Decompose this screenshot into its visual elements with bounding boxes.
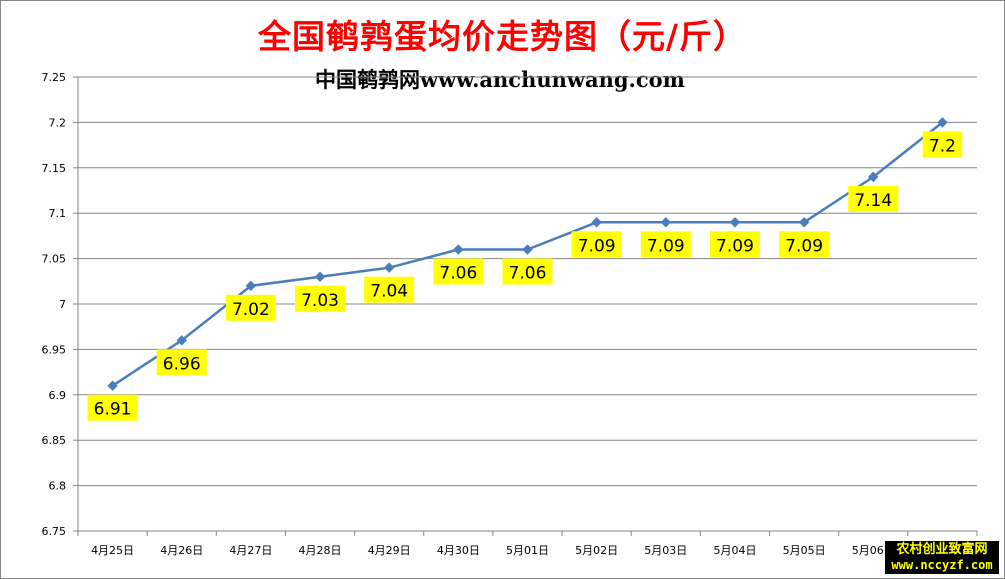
watermark-text: 农村创业致富网 (896, 542, 988, 557)
data-label: 6.91 (87, 394, 138, 421)
data-point (107, 380, 118, 391)
data-label: 7.09 (571, 231, 622, 258)
data-label: 7.09 (640, 231, 691, 258)
watermark: 农村创业致富网 www.nccyzf.com (885, 541, 999, 574)
data-label-text: 7.04 (370, 282, 408, 302)
data-label-box (156, 349, 207, 376)
y-tick-label: 7.2 (49, 116, 67, 129)
data-label-text: 6.91 (94, 400, 132, 420)
data-label: 7.09 (779, 231, 830, 258)
data-point (522, 244, 533, 255)
data-label-text: 7.2 (929, 136, 956, 156)
data-label-text: 7.14 (854, 191, 892, 211)
data-label-box (87, 394, 138, 421)
data-point (660, 217, 672, 228)
data-label: 7.02 (225, 294, 276, 321)
y-tick-label: 7.15 (42, 162, 67, 175)
data-label: 7.06 (502, 258, 553, 285)
data-label-box (571, 231, 622, 258)
data-point (798, 217, 810, 228)
data-label-text: 6.96 (163, 354, 201, 374)
axes: 6.75 6.8 6.85 6.9 6.95 7 7.05 7.1 7.15 7.2 7.25 4月2… (42, 71, 978, 557)
data-point (245, 280, 257, 292)
data-label-box (709, 231, 760, 258)
data-label: 6.96 (156, 349, 207, 376)
data-point (591, 217, 602, 228)
x-tick-label: 5月04日 (713, 544, 756, 557)
x-tick-label: 4月26日 (160, 544, 203, 557)
data-label-box (433, 258, 484, 285)
y-tick-label: 7.25 (42, 71, 67, 84)
data-label-text: 7.09 (716, 236, 754, 256)
data-label-box (225, 294, 276, 321)
data-label-text: 7.02 (232, 300, 270, 320)
data-label-box (640, 231, 691, 258)
data-label: 7.14 (848, 185, 899, 212)
data-point (937, 117, 948, 128)
data-point (453, 244, 464, 255)
data-point (314, 271, 326, 282)
x-tick-label: 4月25日 (91, 544, 134, 557)
x-tick-label: 5月01日 (506, 544, 549, 557)
x-tick-label: 5月06日 (852, 544, 895, 557)
x-tick-label: 4月29日 (368, 544, 411, 557)
data-label-text: 7.09 (578, 236, 616, 256)
data-label-box (364, 276, 415, 303)
y-tick-label: 6.75 (42, 525, 67, 538)
y-tick-label: 7.1 (49, 207, 67, 220)
y-tick-label: 6.8 (49, 480, 67, 493)
data-point (868, 171, 879, 183)
data-label-text: 7.09 (785, 236, 823, 256)
data-label-box (295, 285, 346, 312)
x-tick-label: 5月02日 (575, 544, 618, 557)
data-label-text: 7.03 (301, 291, 339, 311)
data-label: 7.06 (433, 258, 484, 285)
chart-subtitle: 中国鹌鹑网www.anchunwang.com (315, 67, 685, 92)
chart-title: 全国鹌鹑蛋均价走势图（元/斤） (257, 17, 748, 56)
x-tick-label: 4月27日 (229, 544, 272, 557)
data-label-box (922, 131, 963, 158)
data-label-text: 7.09 (647, 236, 685, 256)
data-labels: 6.91 6.96 7.02 7.03 7.04 7.06 7.06 7.09 7.09 7.09… (87, 131, 963, 421)
data-label: 7.04 (364, 276, 415, 303)
x-tick-label: 4月28日 (299, 544, 342, 557)
data-label-text: 7.06 (509, 264, 547, 284)
data-point (729, 217, 741, 228)
data-point (176, 335, 187, 346)
data-label-box (502, 258, 553, 285)
gridlines (78, 76, 977, 532)
y-tick-label: 7.05 (42, 253, 67, 266)
x-tick-label: 5月05日 (783, 544, 826, 557)
x-tick-label: 5月03日 (644, 544, 687, 557)
data-label-box (779, 231, 830, 258)
data-series (107, 117, 948, 391)
y-tick-label: 7 (59, 298, 66, 311)
watermark-url: www.nccyzf.com (891, 558, 993, 572)
data-label: 7.09 (709, 231, 760, 258)
y-tick-label: 6.9 (49, 389, 67, 402)
data-label-text: 7.06 (439, 264, 477, 284)
data-label-box (848, 185, 899, 212)
y-tick-label: 6.85 (42, 434, 67, 447)
y-tick-label: 6.95 (42, 343, 67, 356)
data-label: 7.2 (922, 131, 963, 158)
x-tick-label: 4月30日 (437, 544, 480, 557)
data-label: 7.03 (295, 285, 346, 312)
data-point (383, 262, 395, 273)
